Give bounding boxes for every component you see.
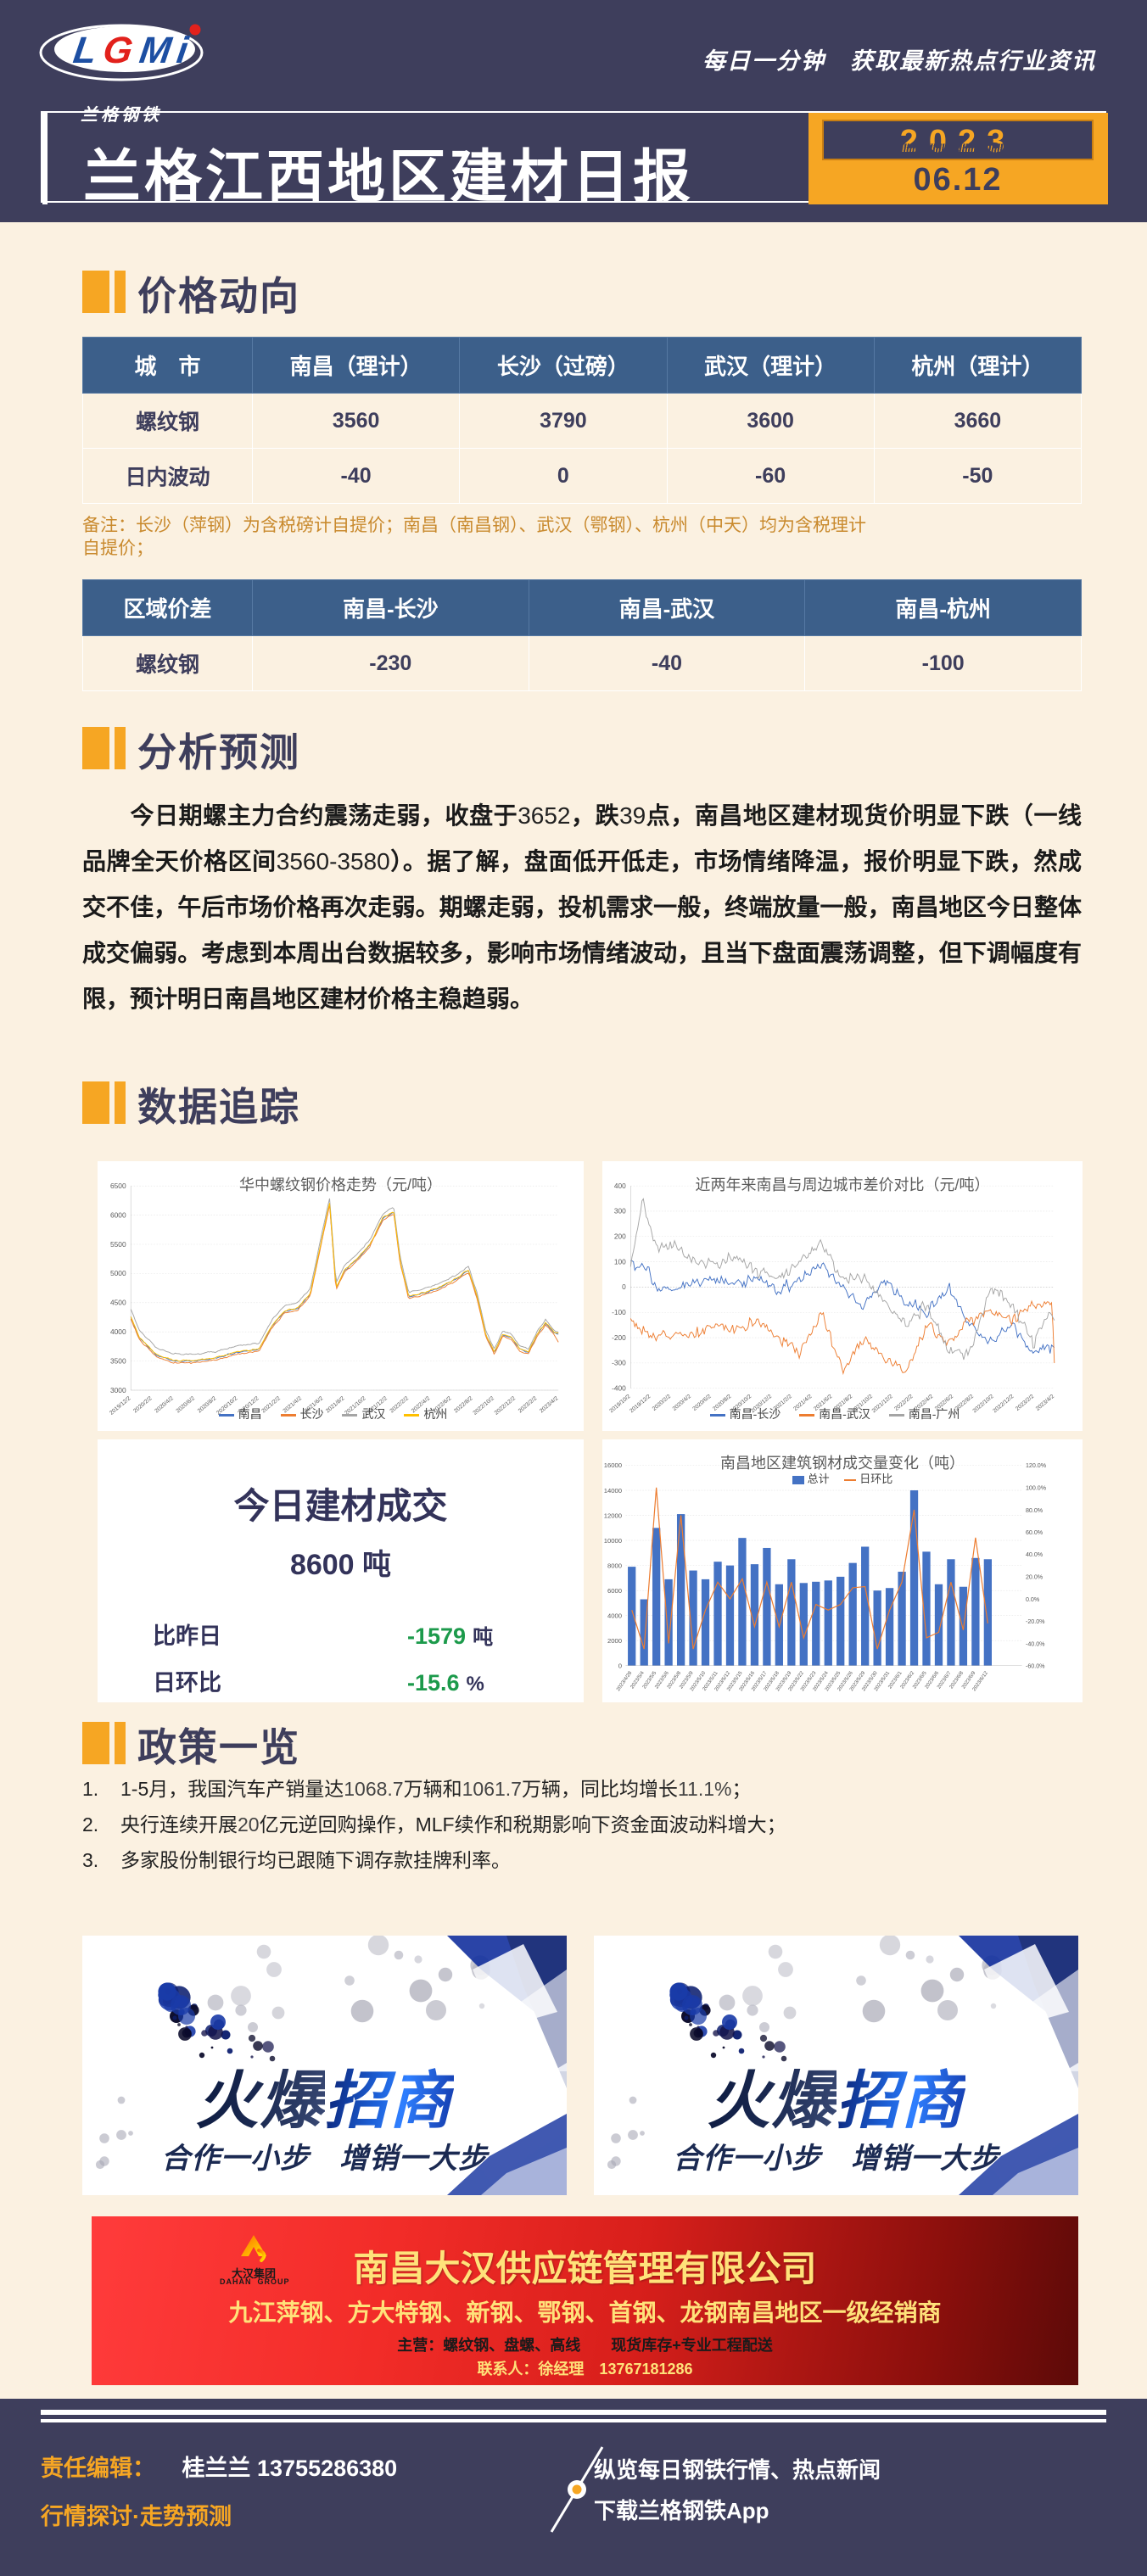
svg-text:G: G <box>100 30 135 71</box>
svg-text:-40.0%: -40.0% <box>1026 1640 1045 1647</box>
svg-text:0.0%: 0.0% <box>1026 1596 1040 1603</box>
svg-text:3000: 3000 <box>110 1386 126 1394</box>
svg-text:-60.0%: -60.0% <box>1026 1663 1045 1670</box>
svg-text:6000: 6000 <box>607 1587 622 1595</box>
svg-text:-20.0%: -20.0% <box>1026 1618 1045 1625</box>
svg-text:14000: 14000 <box>604 1487 622 1495</box>
svg-text:0: 0 <box>618 1662 622 1670</box>
svg-text:5000: 5000 <box>110 1269 126 1277</box>
svg-text:200: 200 <box>614 1232 626 1241</box>
svg-text:10000: 10000 <box>604 1537 622 1545</box>
svg-text:-200: -200 <box>612 1333 626 1342</box>
svg-text:120.0%: 120.0% <box>1026 1462 1047 1469</box>
svg-text:100.0%: 100.0% <box>1026 1484 1047 1491</box>
svg-text:80.0%: 80.0% <box>1026 1507 1043 1514</box>
svg-text:2023/4/28: 2023/4/28 <box>616 1670 634 1692</box>
svg-text:-100: -100 <box>612 1308 626 1316</box>
svg-text:60.0%: 60.0% <box>1026 1529 1043 1536</box>
svg-text:6500: 6500 <box>110 1182 126 1190</box>
svg-text:4500: 4500 <box>110 1299 126 1307</box>
svg-text:400: 400 <box>614 1182 626 1190</box>
svg-text:-400: -400 <box>612 1384 626 1393</box>
svg-text:12000: 12000 <box>604 1512 622 1519</box>
svg-text:8000: 8000 <box>607 1562 622 1569</box>
svg-text:3500: 3500 <box>110 1356 126 1365</box>
svg-text:0: 0 <box>622 1282 626 1291</box>
svg-text:2000: 2000 <box>607 1637 622 1645</box>
svg-text:20.0%: 20.0% <box>1026 1574 1043 1581</box>
svg-text:300: 300 <box>614 1207 626 1215</box>
svg-text:-300: -300 <box>612 1359 626 1367</box>
svg-text:4000: 4000 <box>607 1612 622 1619</box>
svg-text:5500: 5500 <box>110 1240 126 1249</box>
svg-text:4000: 4000 <box>110 1327 126 1336</box>
svg-text:16000: 16000 <box>604 1461 622 1469</box>
svg-text:6000: 6000 <box>110 1210 126 1219</box>
svg-text:100: 100 <box>614 1257 626 1266</box>
svg-text:40.0%: 40.0% <box>1026 1551 1043 1558</box>
